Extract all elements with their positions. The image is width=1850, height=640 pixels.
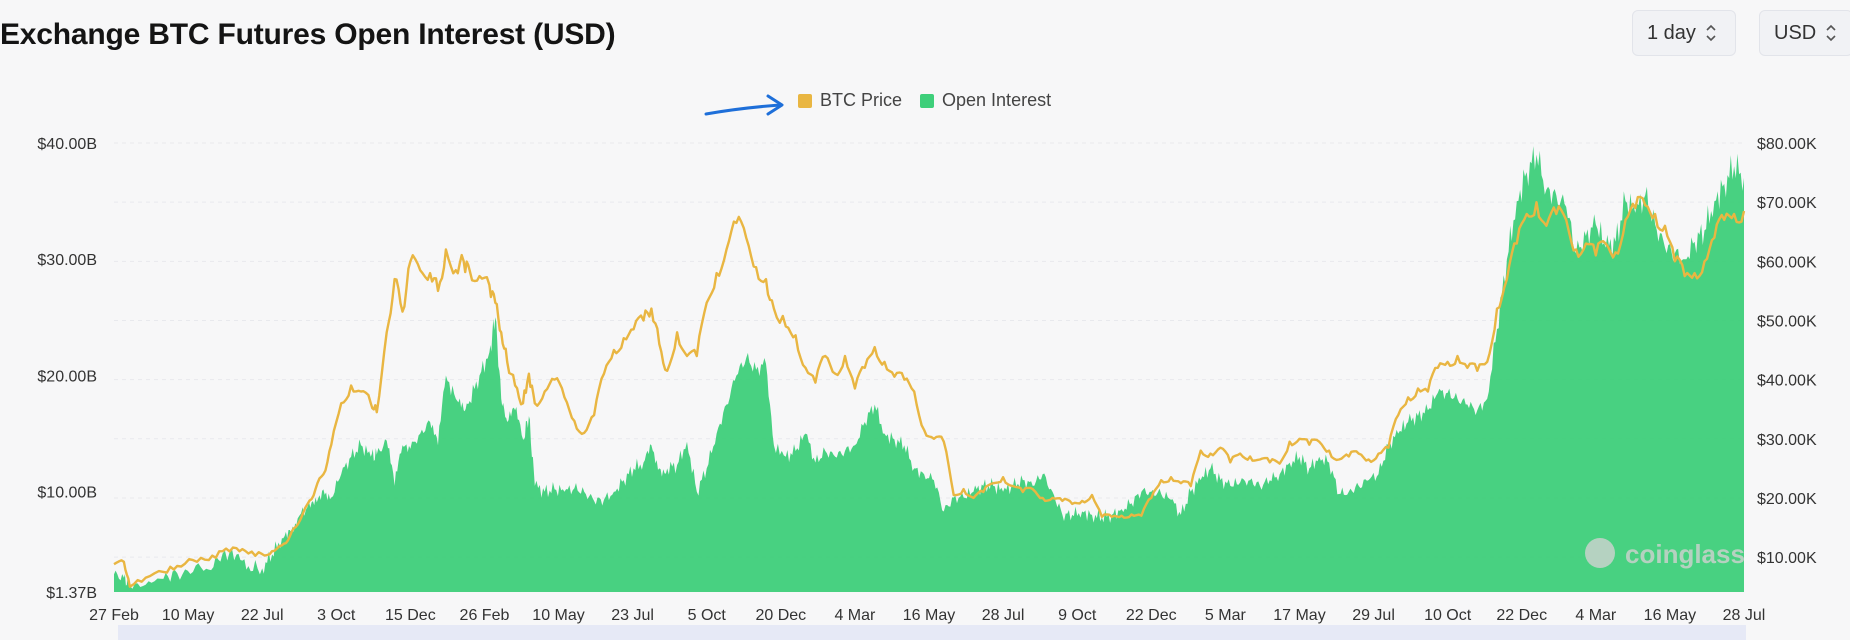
x-axis-tick-label: 10 Oct	[1424, 607, 1472, 624]
legend-swatch	[798, 93, 812, 108]
x-axis-tick-label: 4 Mar	[834, 607, 876, 624]
x-axis-tick-label: 28 Jul	[982, 607, 1025, 624]
right-axis-tick-label: $20.00K	[1757, 491, 1817, 508]
x-axis-tick-label: 4 Mar	[1575, 607, 1617, 624]
right-axis-tick-label: $30.00K	[1757, 432, 1817, 449]
watermark-logo: coinglass	[1625, 539, 1745, 569]
right-axis-tick-label: $80.00K	[1757, 136, 1817, 153]
x-axis-tick-label: 15 Dec	[385, 607, 436, 624]
legend-label: Open Interest	[942, 90, 1052, 110]
left-axis-tick-label: $20.00B	[37, 368, 97, 385]
x-axis-tick-label: 10 May	[162, 607, 214, 624]
x-axis-tick-label: 29 Jul	[1352, 607, 1395, 624]
chevron-up-down-icon	[1706, 24, 1716, 42]
x-axis-tick-label: 9 Oct	[1058, 607, 1097, 624]
left-axis-tick-label: $1.37B	[46, 585, 97, 602]
x-axis-tick-label: 5 Mar	[1205, 607, 1247, 624]
left-axis-tick-label: $10.00B	[37, 485, 97, 502]
x-axis-tick-label: 10 May	[532, 607, 584, 624]
chart-legend: BTC Price Open Interest	[798, 90, 1069, 111]
x-axis-tick-label: 5 Oct	[688, 607, 727, 624]
chart-zoom-scrollbar[interactable]	[118, 625, 1746, 640]
page-title: Exchange BTC Futures Open Interest (USD)	[0, 18, 616, 51]
x-axis-tick-label: 26 Feb	[460, 607, 510, 624]
right-axis-tick-label: $70.00K	[1757, 195, 1817, 212]
x-axis-tick-label: 22 Dec	[1496, 607, 1547, 624]
annotation-arrow-icon	[704, 94, 784, 116]
x-axis-tick-label: 20 Dec	[755, 607, 806, 624]
right-axis-tick-label: $10.00K	[1757, 550, 1817, 567]
period-select[interactable]: 1 day	[1632, 10, 1736, 56]
legend-item-btc-price[interactable]: BTC Price	[798, 90, 902, 111]
currency-select-value: USD	[1774, 21, 1817, 44]
legend-item-open-interest[interactable]: Open Interest	[920, 90, 1051, 111]
x-axis-tick-label: 23 Jul	[611, 607, 654, 624]
x-axis-tick-label: 16 May	[1644, 607, 1696, 624]
x-axis-tick-label: 16 May	[903, 607, 955, 624]
watermark-icon	[1585, 538, 1615, 568]
right-axis-tick-label: $60.00K	[1757, 254, 1817, 271]
open-interest-area	[114, 146, 1744, 592]
currency-select[interactable]: USD	[1759, 10, 1850, 56]
x-axis-tick-label: 28 Jul	[1723, 607, 1766, 624]
left-axis-tick-label: $30.00B	[37, 252, 97, 269]
right-axis-tick-label: $40.00K	[1757, 373, 1817, 390]
legend-swatch	[920, 93, 935, 108]
x-axis-tick-label: 17 May	[1273, 607, 1325, 624]
right-axis-tick-label: $50.00K	[1757, 313, 1817, 330]
x-axis-tick-label: 22 Dec	[1126, 607, 1177, 624]
btc-price-line	[113, 195, 1746, 588]
legend-label: BTC Price	[820, 90, 903, 110]
x-axis-tick-label: 22 Jul	[241, 607, 284, 624]
x-axis-tick-label: 3 Oct	[317, 607, 356, 624]
left-axis-tick-label: $40.00B	[37, 136, 97, 153]
period-select-value: 1 day	[1647, 21, 1696, 44]
chevron-up-down-icon	[1826, 24, 1836, 42]
x-axis-tick-label: 27 Feb	[89, 607, 139, 624]
